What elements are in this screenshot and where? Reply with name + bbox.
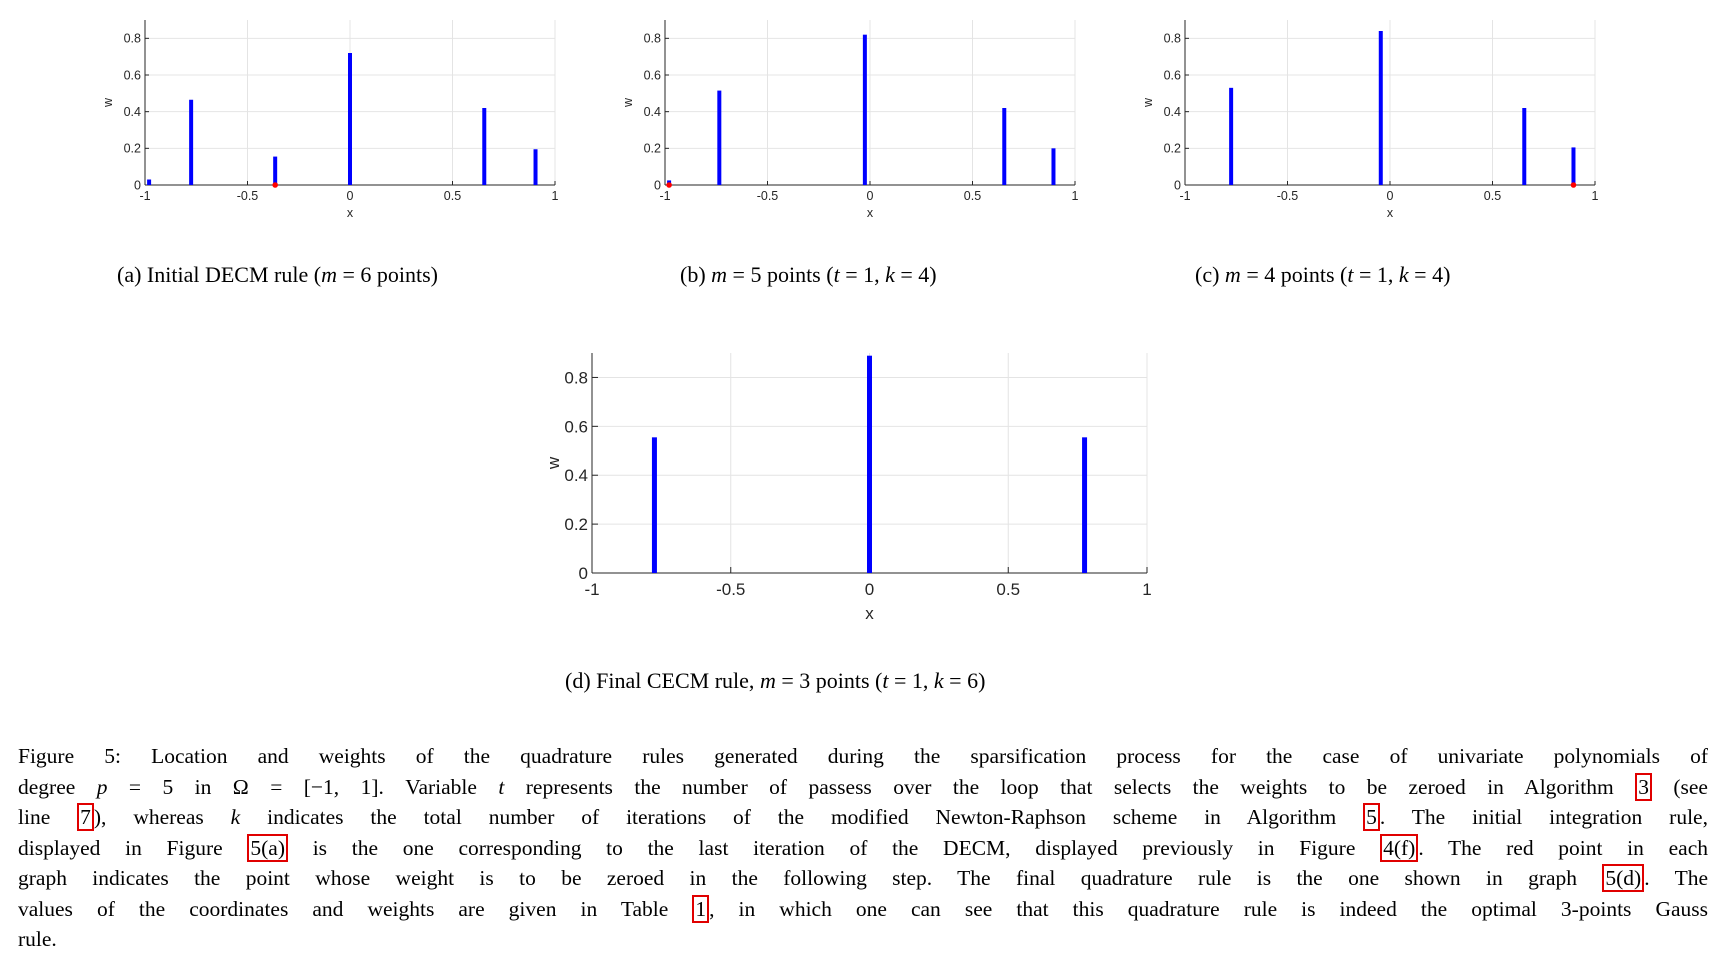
y-tick-label: 0.8 xyxy=(564,368,588,387)
y-tick-label: 0 xyxy=(134,178,141,192)
y-tick-label: 0 xyxy=(579,564,588,583)
y-tick-label: 0.6 xyxy=(644,68,661,82)
y-tick-label: 0.2 xyxy=(1164,142,1181,156)
algorithm-3-link[interactable]: 3 xyxy=(1635,772,1652,801)
weight-bar xyxy=(1082,437,1088,573)
table-1-link[interactable]: 1 xyxy=(692,894,710,923)
x-tick-label: -1 xyxy=(1179,189,1190,203)
weight-bar xyxy=(1378,31,1383,185)
weight-bar xyxy=(533,149,538,185)
algorithm-5-link[interactable]: 5 xyxy=(1363,803,1380,831)
y-tick-label: 0 xyxy=(654,178,661,192)
x-tick-label: 0 xyxy=(1387,189,1394,203)
figure-caption-line-6: values of the coordinates and weights ar… xyxy=(18,894,1708,923)
weight-bar xyxy=(1051,148,1056,185)
y-axis-label: w xyxy=(544,456,563,470)
figure-caption-line-4: displayed in Figure 5(a) is the one corr… xyxy=(18,833,1708,862)
y-tick-label: 0.8 xyxy=(644,32,661,46)
red-point-marker xyxy=(272,182,278,188)
y-tick-label: 0.2 xyxy=(564,515,588,534)
chart-a: -1 -0.5 0 0.5 1 0 0.2 0.4 0.6 0.8 x w xyxy=(101,20,559,220)
x-tick-label: 0 xyxy=(865,580,874,599)
x-tick-label: 1 xyxy=(1592,189,1599,203)
y-tick-label: 0 xyxy=(1174,178,1181,192)
y-tick-label: 0.2 xyxy=(124,142,141,156)
weight-bar xyxy=(1522,108,1527,185)
figure-caption-line-7: rule. xyxy=(18,927,57,951)
x-tick-label: -1 xyxy=(584,580,599,599)
x-tick-label: 1 xyxy=(1072,189,1079,203)
x-axis-label: x xyxy=(865,604,874,623)
y-axis-label: w xyxy=(621,97,635,108)
x-tick-label: -0.5 xyxy=(1277,189,1299,203)
x-tick-label: 1 xyxy=(552,189,559,203)
weight-bar xyxy=(147,179,152,185)
weight-bar xyxy=(862,34,867,186)
weight-bar xyxy=(1229,87,1234,185)
x-tick-label: 0.5 xyxy=(996,580,1020,599)
y-tick-label: 0.6 xyxy=(124,68,141,82)
y-tick-label: 0.6 xyxy=(564,417,588,436)
x-tick-label: -0.5 xyxy=(757,189,779,203)
figure-caption: Figure 5: Location and weights of the qu… xyxy=(18,741,1708,955)
x-tick-label: -1 xyxy=(659,189,670,203)
y-tick-label: 0.4 xyxy=(1164,105,1181,119)
figure-5d-link[interactable]: 5(d) xyxy=(1602,864,1645,892)
x-tick-label: 0 xyxy=(347,189,354,203)
x-tick-label: -0.5 xyxy=(716,580,745,599)
weight-bar xyxy=(717,90,722,185)
x-tick-label: 0.5 xyxy=(444,189,461,203)
figure-caption-line-2: degree p = 5 in Ω = [−1, 1]. Variable t … xyxy=(18,772,1708,801)
x-axis-label: x xyxy=(867,206,874,220)
y-tick-label: 0.2 xyxy=(644,142,661,156)
weight-bar xyxy=(348,53,352,185)
y-tick-label: 0.8 xyxy=(124,32,141,46)
x-tick-label: 0 xyxy=(867,189,874,203)
chart-c: -1 -0.5 0 0.5 1 0 0.2 0.4 0.6 0.8 x w xyxy=(1141,20,1599,220)
weight-bar xyxy=(273,156,278,185)
caption-a: (a) Initial DECM rule (m = 6 points) xyxy=(117,262,438,287)
x-tick-label: -0.5 xyxy=(237,189,259,203)
y-tick-label: 0.4 xyxy=(564,466,588,485)
caption-d: (d) Final CECM rule, m = 3 points (t = 1… xyxy=(565,668,986,693)
x-tick-label: 0.5 xyxy=(964,189,981,203)
figure-5a-link[interactable]: 5(a) xyxy=(247,833,288,862)
y-tick-label: 0.6 xyxy=(1164,68,1181,82)
y-axis-label: w xyxy=(1141,97,1155,108)
red-point-marker xyxy=(1570,182,1577,188)
weight-bar xyxy=(482,108,487,185)
line-7-link[interactable]: 7 xyxy=(77,803,94,831)
figure-caption-line-3: line 7), whereas k indicates the total n… xyxy=(18,803,1708,831)
x-tick-label: 1 xyxy=(1142,580,1151,599)
figure-4f-link[interactable]: 4(f) xyxy=(1380,833,1419,862)
x-tick-label: 0.5 xyxy=(1484,189,1501,203)
x-tick-label: -1 xyxy=(139,189,150,203)
figure-caption-line-1: Figure 5: Location and weights of the qu… xyxy=(18,744,1708,768)
x-axis-label: x xyxy=(1387,206,1394,220)
weight-bar xyxy=(867,355,872,573)
x-axis-label: x xyxy=(347,206,354,220)
caption-b: (b) m = 5 points (t = 1, k = 4) xyxy=(680,262,937,287)
y-tick-label: 0.4 xyxy=(124,105,141,119)
chart-d: -1 -0.5 0 0.5 1 0 0.2 0.4 0.6 0.8 x w xyxy=(544,353,1152,623)
y-tick-label: 0.4 xyxy=(644,105,661,119)
red-point-marker xyxy=(666,182,672,188)
weight-bar xyxy=(1571,147,1576,185)
y-tick-label: 0.8 xyxy=(1164,32,1181,46)
caption-c: (c) m = 4 points (t = 1, k = 4) xyxy=(1195,262,1451,287)
weight-bar xyxy=(651,437,657,573)
chart-b: -1 -0.5 0 0.5 1 0 0.2 0.4 0.6 0.8 x w xyxy=(621,20,1079,220)
y-axis-label: w xyxy=(101,97,115,108)
weight-bar xyxy=(189,99,194,185)
figure-caption-line-5: graph indicates the point whose weight i… xyxy=(18,864,1708,892)
weight-bar xyxy=(1002,108,1007,185)
